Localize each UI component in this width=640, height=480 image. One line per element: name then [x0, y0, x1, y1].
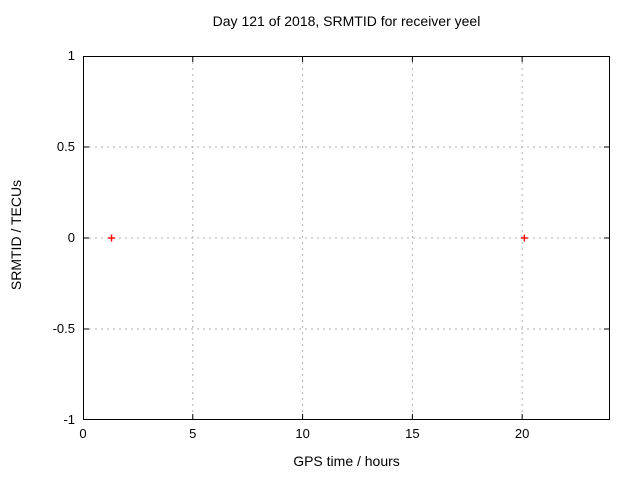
y-axis-label: SRMTID / TECUs: [8, 179, 24, 291]
x-tick-label: 15: [405, 426, 420, 441]
y-tick-label: 1: [67, 48, 75, 63]
y-tick-label: 0.5: [56, 139, 75, 154]
y-tick-label: -0.5: [52, 321, 75, 336]
plot-svg: [83, 56, 610, 420]
x-tick-label: 10: [295, 426, 310, 441]
y-tick-label: -1: [63, 412, 75, 427]
x-tick-label: 0: [79, 426, 87, 441]
x-tick-label: 20: [514, 426, 530, 441]
x-axis-label: GPS time / hours: [293, 453, 400, 469]
plot-border: [83, 56, 610, 420]
x-tick-label: 5: [189, 426, 197, 441]
y-tick-label: 0: [67, 230, 75, 245]
chart-title: Day 121 of 2018, SRMTID for receiver yee…: [212, 13, 481, 29]
